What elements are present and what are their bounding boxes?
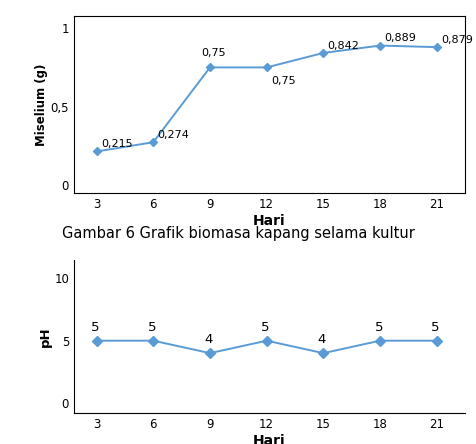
Text: 5: 5 bbox=[260, 321, 269, 334]
X-axis label: Hari: Hari bbox=[253, 433, 285, 444]
Y-axis label: Miselium (g): Miselium (g) bbox=[35, 63, 48, 146]
Text: 0,879: 0,879 bbox=[440, 35, 472, 45]
Text: 5: 5 bbox=[374, 321, 382, 334]
Text: 5: 5 bbox=[148, 321, 156, 334]
Text: 0,842: 0,842 bbox=[327, 41, 358, 51]
Y-axis label: pH: pH bbox=[39, 326, 51, 347]
Text: 4: 4 bbox=[317, 333, 326, 346]
X-axis label: Hari: Hari bbox=[253, 214, 285, 228]
Text: 0,75: 0,75 bbox=[270, 76, 295, 86]
Text: Gambar 6 Grafik biomasa kapang selama kultur: Gambar 6 Grafik biomasa kapang selama ku… bbox=[62, 226, 414, 241]
Text: 0,274: 0,274 bbox=[157, 130, 189, 140]
Text: 0,889: 0,889 bbox=[383, 33, 415, 44]
Text: 5: 5 bbox=[91, 321, 99, 334]
Text: 4: 4 bbox=[204, 333, 212, 346]
Text: 0,75: 0,75 bbox=[201, 48, 226, 58]
Text: 0,215: 0,215 bbox=[100, 139, 132, 149]
Text: 5: 5 bbox=[430, 321, 439, 334]
